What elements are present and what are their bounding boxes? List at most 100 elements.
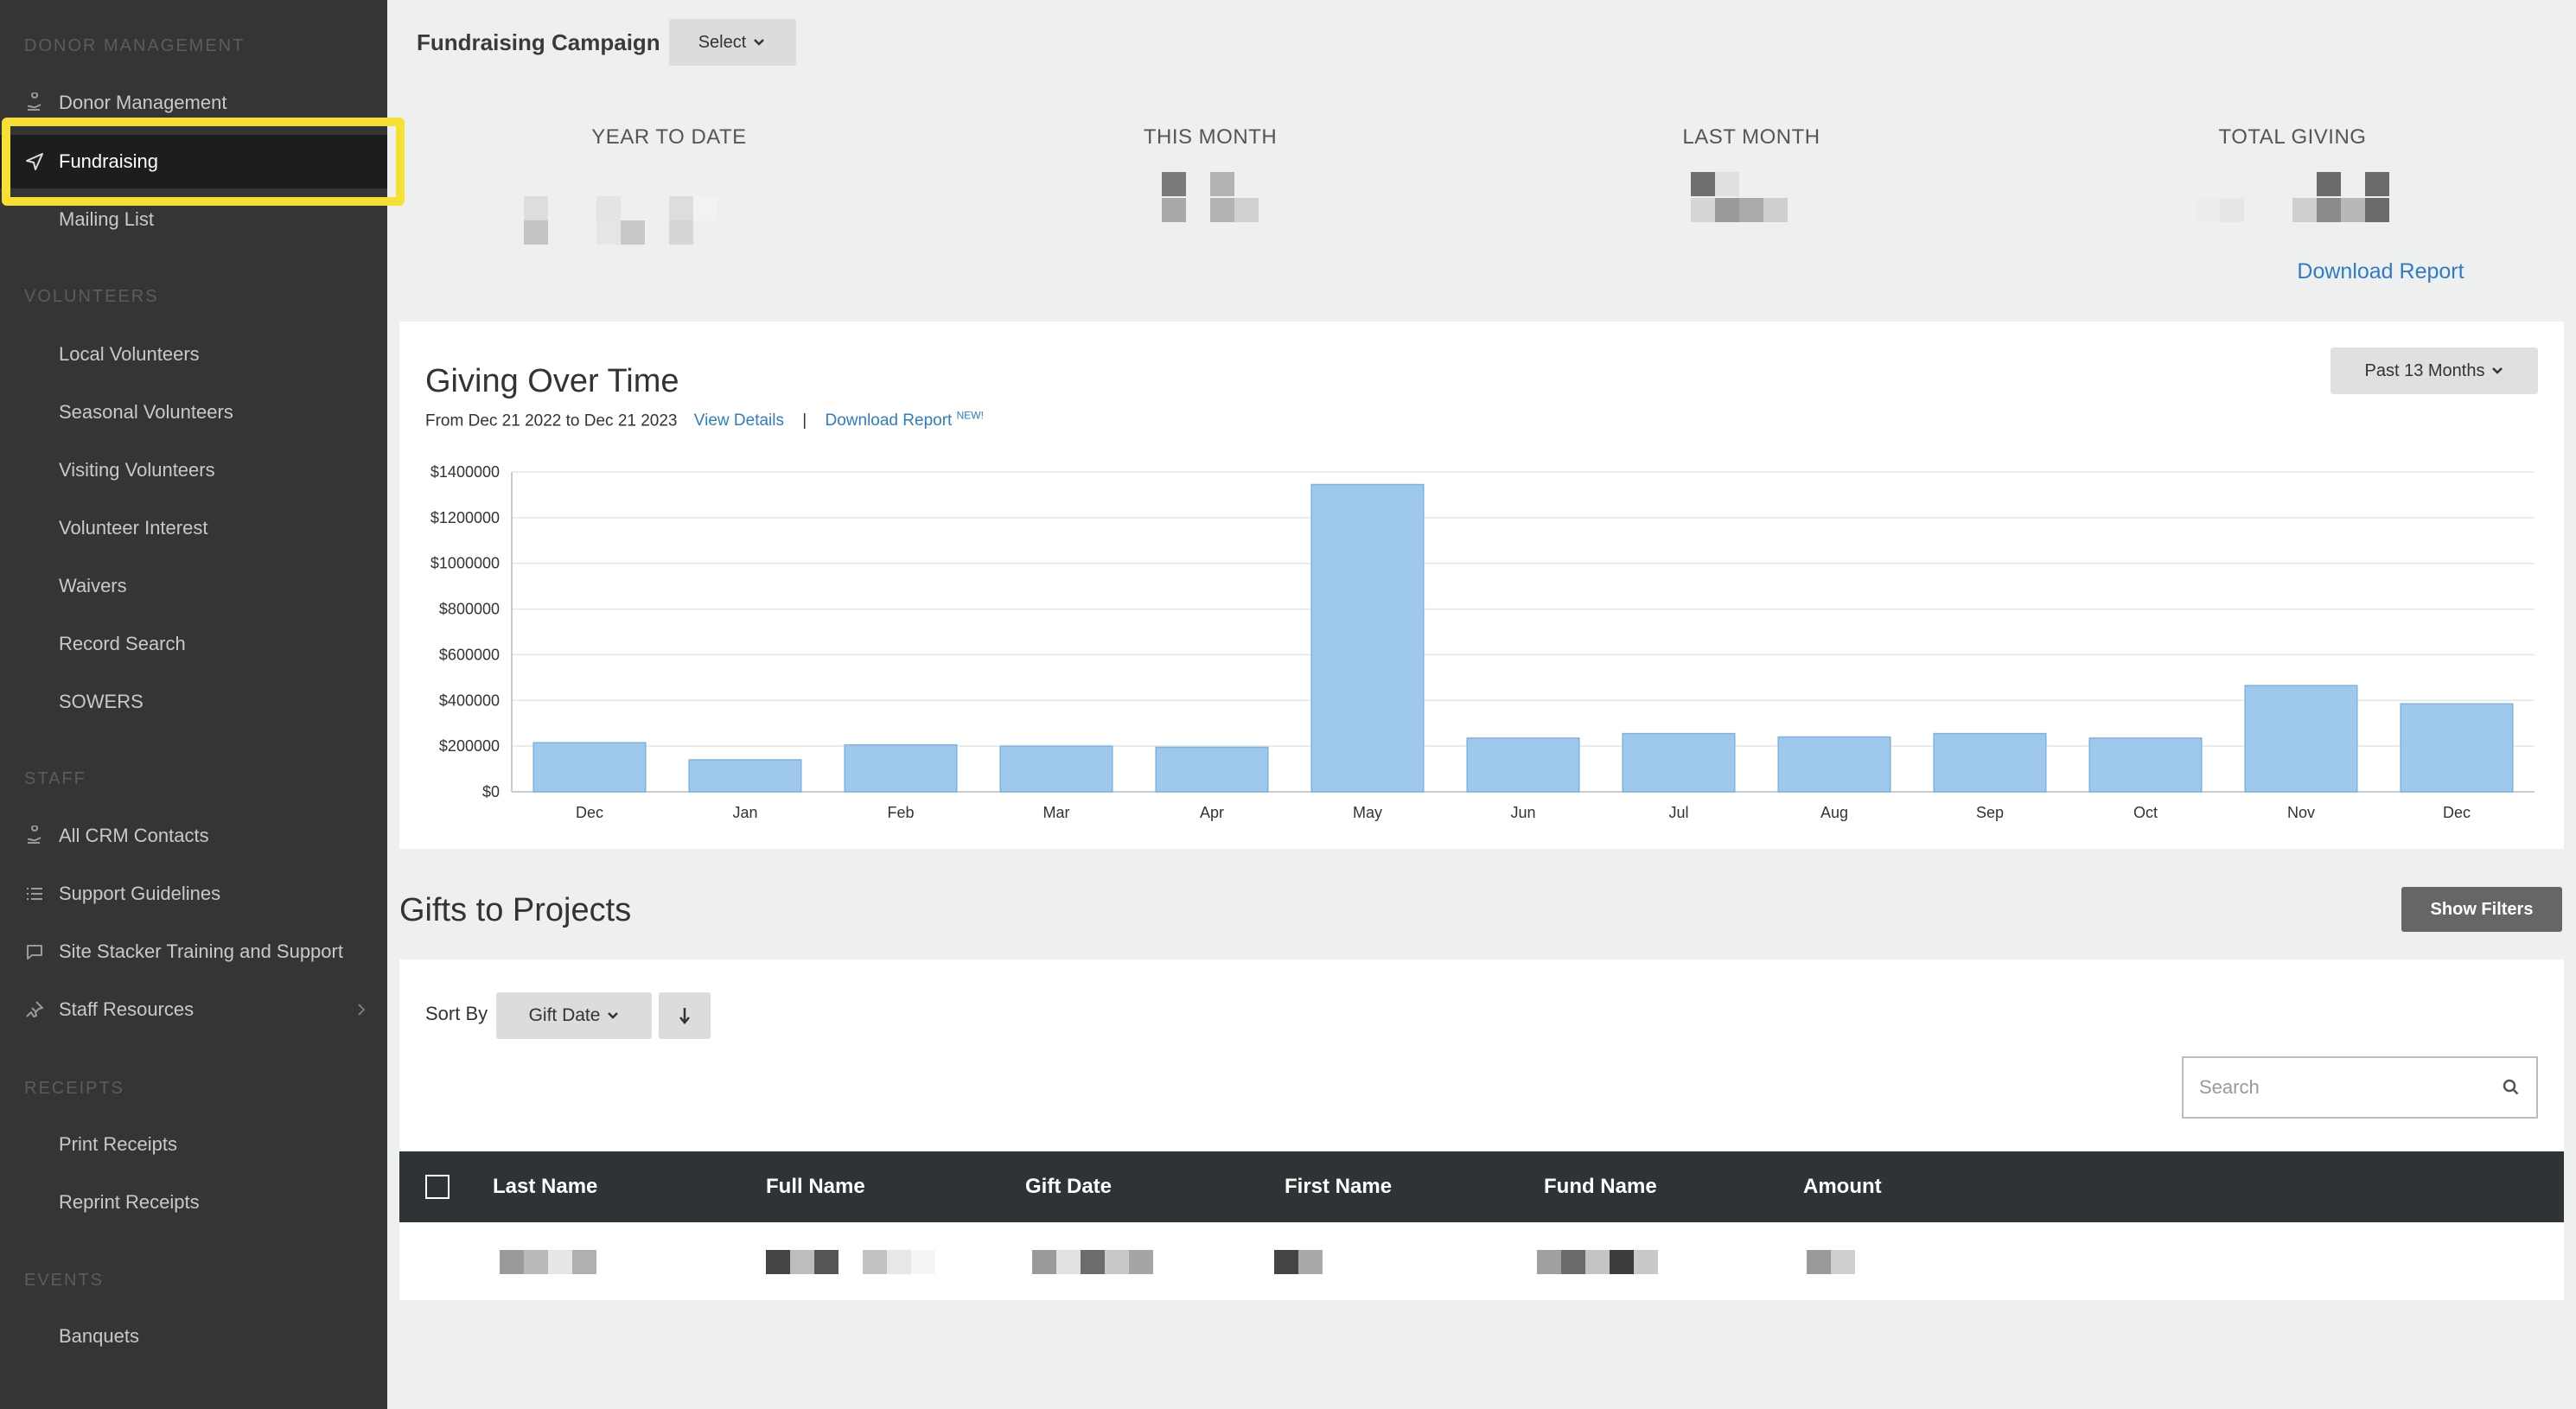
sidebar-heading-receipts: RECEIPTS	[24, 1079, 125, 1098]
search-icon[interactable]	[2502, 1078, 2521, 1097]
bar-nov-11[interactable]	[2244, 685, 2358, 793]
y-tick-label: $1000000	[430, 555, 500, 572]
pin-icon	[26, 1001, 43, 1017]
sort-by-label: Sort By	[425, 1003, 488, 1024]
x-tick-label: Jul	[1668, 804, 1688, 821]
stat-this-month: THIS MONTH	[1037, 125, 1383, 224]
sidebar-item-label: Local Volunteers	[59, 343, 200, 365]
sidebar-item-label: SOWERS	[59, 691, 143, 712]
stat-label: LAST MONTH	[1682, 125, 1820, 149]
x-tick-label: Feb	[887, 804, 914, 821]
sort-direction-button[interactable]	[659, 992, 711, 1039]
sidebar-item-seasonal-volunteers[interactable]: Seasonal Volunteers	[0, 386, 387, 439]
sidebar-item-label: Donor Management	[59, 92, 227, 113]
sidebar-item-support-guidelines[interactable]: Support Guidelines	[0, 867, 387, 921]
x-tick-label: Oct	[2133, 804, 2158, 821]
x-tick-label: Dec	[2443, 804, 2471, 821]
stat-total-giving: TOTAL GIVING	[2120, 125, 2465, 224]
sidebar-item-training-support[interactable]: Site Stacker Training and Support	[0, 925, 387, 979]
download-report-link[interactable]: Download Report NEW!	[825, 410, 984, 430]
stat-label: YEAR TO DATE	[591, 125, 747, 149]
bar-feb-2[interactable]	[844, 744, 958, 793]
bar-dec-0[interactable]	[532, 742, 647, 793]
x-tick-label: Nov	[2287, 804, 2315, 821]
new-badge: NEW!	[956, 410, 984, 422]
gifts-card: Sort By Gift Date Last Name Full Name Gi…	[399, 960, 2564, 1300]
redacted-cell	[1807, 1250, 1855, 1274]
redacted-cell	[500, 1250, 596, 1274]
search-input[interactable]	[2184, 1076, 2477, 1099]
campaign-select-button[interactable]: Select	[668, 19, 797, 66]
y-tick-label: $1200000	[430, 509, 500, 526]
sidebar-item-label: Seasonal Volunteers	[59, 401, 233, 423]
select-all-checkbox[interactable]	[425, 1175, 450, 1199]
bar-oct-10[interactable]	[2088, 737, 2203, 793]
sidebar-item-label: Site Stacker Training and Support	[59, 940, 343, 962]
sidebar-item-staff-resources[interactable]: Staff Resources	[0, 983, 387, 1036]
sidebar-item-label: Waivers	[59, 575, 127, 596]
gifts-title: Gifts to Projects	[399, 892, 632, 928]
sidebar-item-mailing-list[interactable]: Mailing List	[0, 193, 387, 246]
sidebar-item-banquets[interactable]: Banquets	[0, 1310, 387, 1363]
bar-jan-1[interactable]	[688, 759, 802, 793]
column-full-name[interactable]: Full Name	[766, 1175, 865, 1198]
redacted-cell	[1032, 1250, 1153, 1274]
sidebar-item-print-receipts[interactable]: Print Receipts	[0, 1118, 387, 1171]
sidebar-heading-volunteers: VOLUNTEERS	[24, 287, 159, 306]
chevron-down-icon	[2492, 367, 2503, 374]
bar-aug-8[interactable]	[1777, 736, 1891, 793]
sidebar-item-record-search[interactable]: Record Search	[0, 617, 387, 671]
x-tick-label: Apr	[1200, 804, 1224, 821]
table-row[interactable]	[399, 1222, 2564, 1300]
date-range-dropdown[interactable]: Past 13 Months	[2331, 347, 2538, 394]
sidebar-item-label: All CRM Contacts	[59, 825, 209, 846]
y-tick-label: $200000	[439, 737, 500, 755]
bar-may-5[interactable]	[1310, 483, 1425, 793]
redacted-value	[1578, 172, 1924, 224]
view-details-link[interactable]: View Details	[693, 411, 784, 430]
select-label: Select	[698, 32, 747, 52]
bar-jul-7[interactable]	[1622, 732, 1736, 793]
download-report-link[interactable]: Download Report	[2297, 259, 2464, 284]
column-amount[interactable]: Amount	[1803, 1175, 1882, 1198]
sort-field-label: Gift Date	[528, 1005, 601, 1025]
bar-jun-6[interactable]	[1466, 737, 1580, 793]
paper-plane-icon	[26, 153, 43, 170]
giving-title: Giving Over Time	[425, 363, 679, 399]
x-tick-label: Jan	[732, 804, 757, 821]
sidebar-item-volunteer-interest[interactable]: Volunteer Interest	[0, 501, 387, 555]
column-last-name[interactable]: Last Name	[493, 1175, 598, 1198]
sidebar-item-local-volunteers[interactable]: Local Volunteers	[0, 328, 387, 381]
redacted-cell	[1537, 1250, 1658, 1274]
separator: |	[802, 411, 807, 430]
bar-sep-9[interactable]	[1933, 732, 2047, 793]
giving-bar-chart: $0 $200000 $400000 $600000 $800000 $1000000 $1…	[430, 463, 2535, 821]
sidebar-item-donor-management[interactable]: Donor Management	[0, 76, 387, 130]
list-icon	[27, 888, 42, 900]
sidebar-item-reprint-receipts[interactable]: Reprint Receipts	[0, 1176, 387, 1229]
sidebar-item-visiting-volunteers[interactable]: Visiting Volunteers	[0, 443, 387, 497]
sidebar-item-fundraising[interactable]: Fundraising	[0, 135, 387, 188]
bar-mar-3[interactable]	[999, 745, 1113, 793]
sidebar-item-label: Mailing List	[59, 208, 155, 230]
x-tick-label: Dec	[576, 804, 603, 821]
bar-dec-12[interactable]	[2400, 703, 2514, 793]
column-gift-date[interactable]: Gift Date	[1025, 1175, 1113, 1198]
sidebar-item-label: Record Search	[59, 633, 186, 654]
table-header: Last Name Full Name Gift Date First Name…	[399, 1151, 2564, 1222]
sort-field-dropdown[interactable]: Gift Date	[496, 992, 652, 1039]
sidebar-item-waivers[interactable]: Waivers	[0, 559, 387, 613]
column-fund-name[interactable]: Fund Name	[1544, 1175, 1657, 1198]
show-filters-button[interactable]: Show Filters	[2401, 887, 2562, 932]
sidebar-item-sowers[interactable]: SOWERS	[0, 675, 387, 729]
x-tick-label: Jun	[1510, 804, 1535, 821]
chevron-right-icon	[358, 1004, 366, 1016]
sidebar-item-label: Reprint Receipts	[59, 1191, 200, 1213]
sidebar-item-all-crm-contacts[interactable]: All CRM Contacts	[0, 809, 387, 863]
stat-label: TOTAL GIVING	[2218, 125, 2367, 149]
bar-apr-4[interactable]	[1155, 746, 1269, 793]
x-tick-label: Aug	[1820, 804, 1848, 821]
column-first-name[interactable]: First Name	[1285, 1175, 1393, 1198]
sidebar-item-label: Visiting Volunteers	[59, 459, 215, 481]
download-report-label: Download Report	[825, 411, 953, 430]
